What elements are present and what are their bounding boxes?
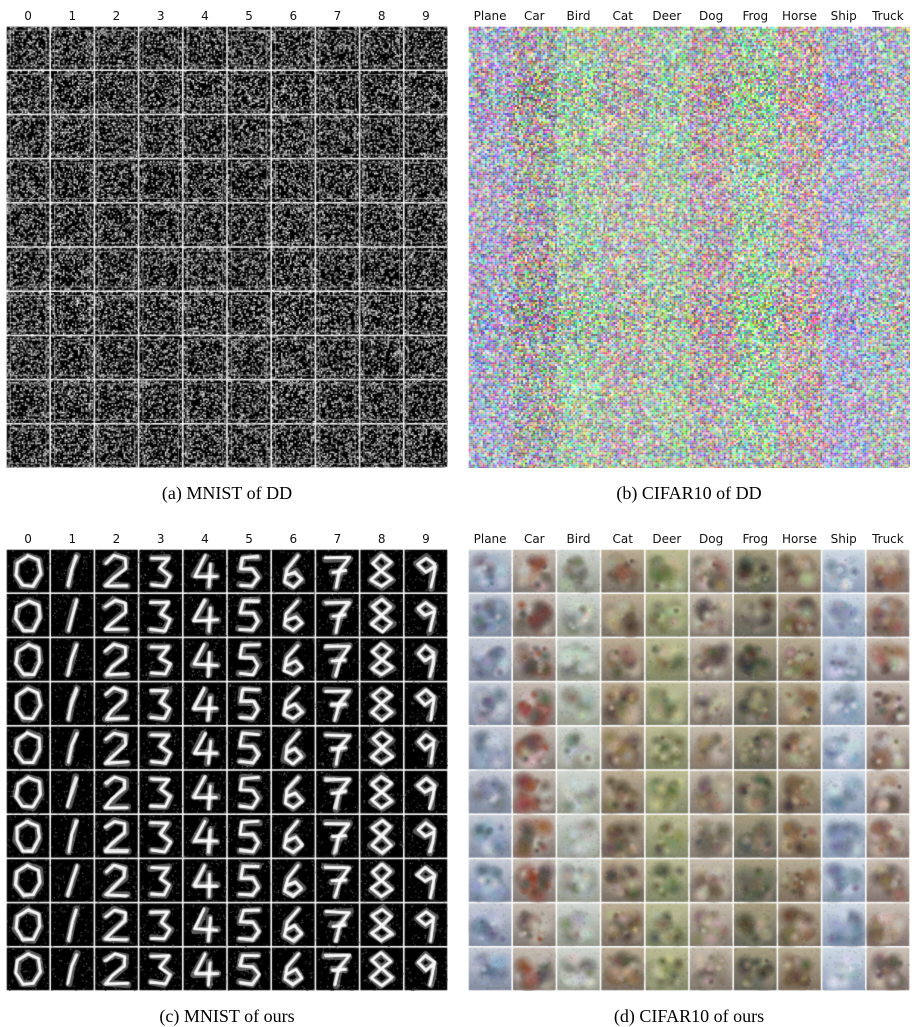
cifar-dd-image-grid [468, 26, 910, 468]
caption-b: (b) CIFAR10 of DD [616, 483, 762, 503]
column-label: Plane [473, 532, 507, 546]
column-headers: 0 1 2 3 4 5 6 7 8 9 [6, 6, 448, 26]
column-label: 6 [289, 9, 298, 23]
column-label: Deer [652, 9, 682, 23]
caption-c: (c) MNIST of ours [159, 1006, 295, 1026]
mnist-dd-image-grid [6, 26, 448, 468]
panel-c: 0 1 2 3 4 5 6 7 8 9 (c) MNIST of ours [6, 529, 448, 1027]
column-label: 3 [156, 9, 165, 23]
column-label: Bird [566, 9, 591, 23]
column-headers: 0 1 2 3 4 5 6 7 8 9 [6, 529, 448, 549]
column-label: Car [523, 532, 545, 546]
column-label: 7 [333, 532, 342, 546]
panel-d: Plane Car Bird Cat Deer Dog Frog Horse S… [468, 529, 910, 1027]
column-label: Cat [612, 532, 633, 546]
column-label: Dog [698, 9, 724, 23]
column-label: Horse [782, 9, 817, 23]
column-label: Frog [742, 9, 769, 23]
column-label: Horse [782, 532, 817, 546]
mnist-ours-image-grid [6, 549, 448, 991]
column-label: Ship [830, 532, 857, 546]
column-label: 0 [24, 9, 32, 23]
column-label: 9 [422, 9, 430, 23]
column-label: 8 [377, 9, 386, 23]
column-label: Cat [612, 9, 633, 23]
column-label: 5 [245, 532, 253, 546]
column-label: 6 [289, 532, 298, 546]
column-label: 2 [112, 9, 121, 23]
column-label: 1 [68, 532, 77, 546]
column-headers: Plane Car Bird Cat Deer Dog Frog Horse S… [468, 529, 910, 549]
column-label: Dog [698, 532, 724, 546]
panel-a: 0 1 2 3 4 5 6 7 8 9 (a) MNIST of DD [6, 6, 448, 504]
column-label: Ship [830, 9, 857, 23]
column-label: 0 [24, 532, 32, 546]
column-label: 3 [156, 532, 165, 546]
cifar-ours-image-grid [468, 549, 910, 991]
caption-d: (d) CIFAR10 of ours [613, 1006, 765, 1026]
column-label: 9 [422, 532, 430, 546]
column-label: Truck [872, 9, 904, 23]
column-label: 1 [68, 9, 77, 23]
column-label: 7 [333, 9, 342, 23]
column-label: Deer [652, 532, 682, 546]
column-label: 4 [201, 9, 209, 23]
column-label: Plane [473, 9, 507, 23]
column-headers: Plane Car Bird Cat Deer Dog Frog Horse S… [468, 6, 910, 26]
column-label: 4 [201, 532, 209, 546]
column-label: Truck [872, 532, 904, 546]
column-label: Frog [742, 532, 769, 546]
panel-b: Plane Car Bird Cat Deer Dog Frog Horse S… [468, 6, 910, 504]
column-label: 5 [245, 9, 253, 23]
column-label: Car [523, 9, 545, 23]
caption-a: (a) MNIST of DD [161, 483, 293, 503]
column-label: 8 [377, 532, 386, 546]
column-label: Bird [566, 532, 591, 546]
column-label: 2 [112, 532, 121, 546]
